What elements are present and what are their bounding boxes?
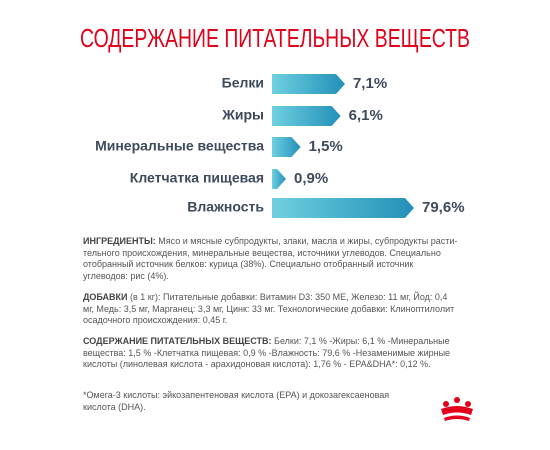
section: СОДЕРЖАНИЕ ПИТАТЕЛЬНЫХ ВЕЩЕСТВ: Белки: 7…	[83, 336, 458, 371]
section: ИНГРЕДИЕНТЫ: Мясо и мясные субпродукты, …	[83, 236, 458, 282]
section-label: ДОБАВКИ	[83, 292, 128, 302]
value-label: 7,1%	[353, 75, 387, 92]
logo	[441, 397, 473, 421]
bar	[272, 198, 414, 218]
bar	[272, 137, 301, 157]
category-label: Жиры	[221, 107, 264, 123]
section-label: СОДЕРЖАНИЕ ПИТАТЕЛЬНЫХ ВЕЩЕСТВ:	[83, 336, 272, 346]
section-label: ИНГРЕДИЕНТЫ:	[83, 236, 156, 246]
footnote: *Омега-3 кислоты: эйкозапентеновая кисло…	[83, 390, 390, 412]
value-label: 6,1%	[349, 107, 383, 124]
value-label: 0,9%	[294, 170, 328, 187]
bar	[272, 74, 345, 94]
category-label: Минеральные вещества	[95, 138, 264, 154]
category-label: Влажность	[187, 199, 264, 215]
value-label: 79,6%	[422, 199, 465, 216]
section-text: Белки: 7,1 % -Жиры: 6,1 % -Минеральные в…	[83, 336, 451, 370]
bar	[272, 169, 286, 189]
bar	[272, 106, 341, 126]
section-text: (в 1 кг): Питательные добавки: Витамин D…	[83, 292, 455, 326]
chart-title: СОДЕРЖАНИЕ ПИТАТЕЛЬНЫХ ВЕЩЕСТВ	[80, 23, 470, 53]
section-text: Мясо и мясные субпродукты, злаки, масла …	[83, 236, 458, 281]
category-label: Клетчатка пищевая	[130, 170, 264, 186]
category-label: Белки	[222, 75, 264, 91]
value-label: 1,5%	[309, 138, 343, 155]
section: ДОБАВКИ (в 1 кг): Питательные добавки: В…	[83, 292, 458, 327]
